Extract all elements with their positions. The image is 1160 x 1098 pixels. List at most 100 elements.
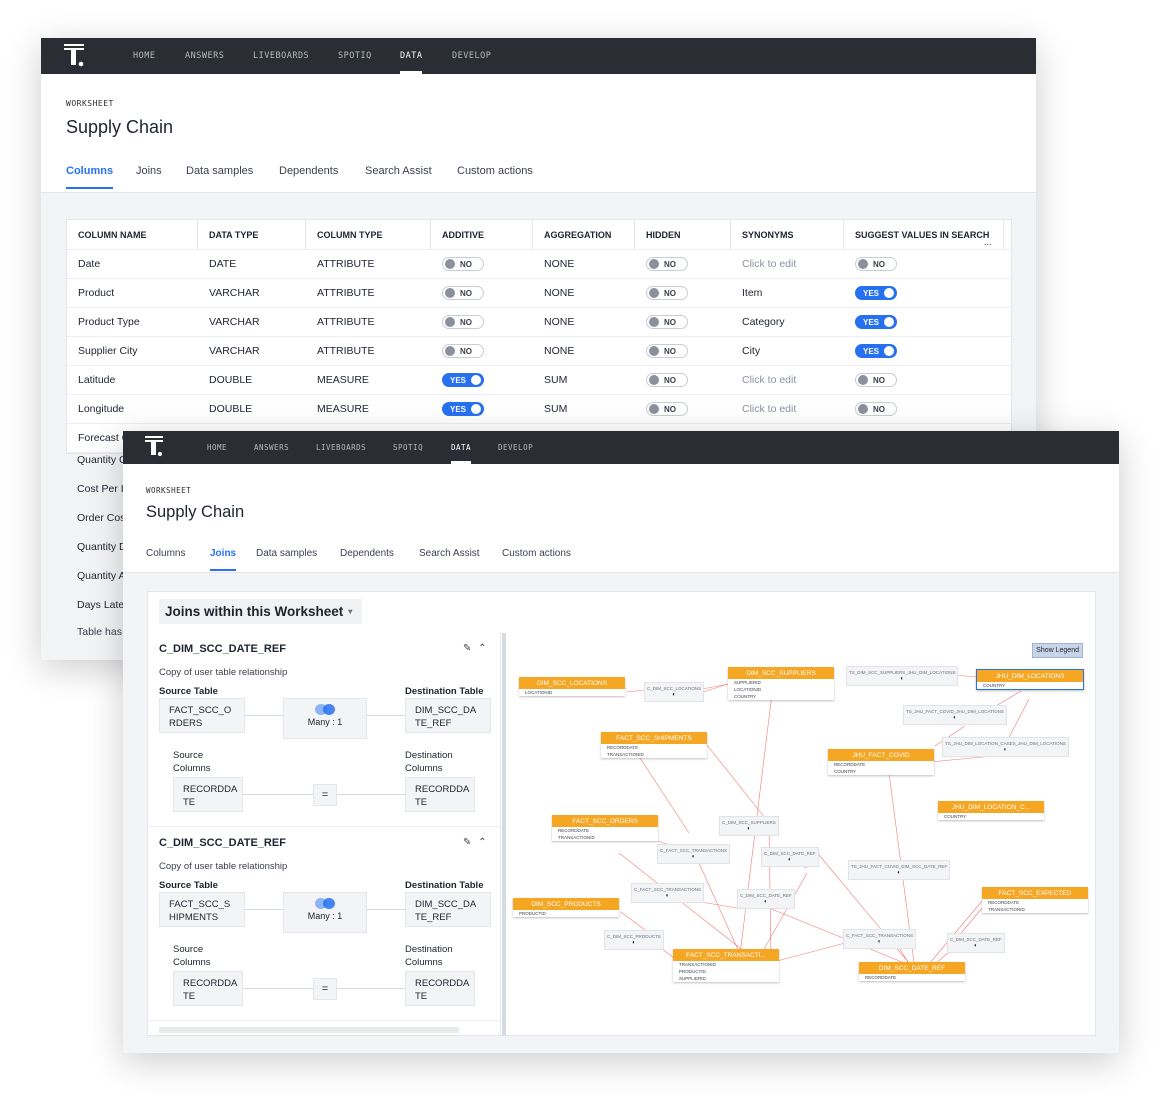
tab-joins[interactable]: Joins xyxy=(210,548,237,571)
chevron-up-icon[interactable]: ⌃ xyxy=(478,643,487,654)
toggle-label: YES xyxy=(450,404,467,414)
nav-spotiq[interactable]: SPOTIQ xyxy=(338,51,372,61)
show-legend-button[interactable]: Show Legend xyxy=(1032,643,1083,658)
toggle-switch[interactable]: NO xyxy=(646,373,688,387)
app-logo-icon[interactable] xyxy=(145,436,165,458)
join-name: C_DIM_SCC_DATE_REF xyxy=(159,837,286,849)
header-suggest-values[interactable]: SUGGEST VALUES IN SEARCH xyxy=(844,220,1004,249)
toggle-switch[interactable]: NO xyxy=(646,315,688,329)
nav-develop[interactable]: DEVELOP xyxy=(452,51,492,61)
app-logo-icon[interactable] xyxy=(64,44,86,67)
graph-join-node[interactable]: C_DIM_SCC_LOCATIONS ◐ xyxy=(644,682,705,702)
toggle-switch[interactable]: YES xyxy=(442,373,484,387)
cell-synonyms[interactable]: Item xyxy=(742,287,763,299)
header-column-name[interactable]: COLUMN NAME xyxy=(67,220,198,249)
toggle-switch[interactable]: NO xyxy=(646,402,688,416)
relationship-box[interactable]: Many : 1 xyxy=(283,892,367,933)
nav-liveboards[interactable]: LIVEBOARDS xyxy=(316,443,367,452)
graph-join-node[interactable]: C_FACT_SCC_TRANSACTIONS ◐ xyxy=(631,883,705,903)
cell-synonyms[interactable]: Click to edit xyxy=(742,403,797,415)
graph-table-node[interactable]: DIM_SCC_LOCATIONS LOCATIONID xyxy=(519,677,625,696)
graph-table-node[interactable]: FACT_SCC_SHIPMENTS RECORDDATE TRANSACTIONI… xyxy=(601,732,707,758)
cell-synonyms[interactable]: Category xyxy=(742,316,785,328)
graph-join-node[interactable]: TS_JHU_DIM_LOCATION_CASES_JHU_DIM_LOCATI… xyxy=(942,737,1069,757)
toggle-switch[interactable]: NO xyxy=(442,286,484,300)
tab-joins[interactable]: Joins xyxy=(136,165,162,177)
cell-synonyms[interactable]: Click to edit xyxy=(742,258,797,270)
header-column-type[interactable]: COLUMN TYPE xyxy=(306,220,431,249)
toggle-knob xyxy=(649,288,659,298)
toggle-switch[interactable]: NO xyxy=(855,402,897,416)
graph-table-node[interactable]: DIM_SCC_DATE_REF RECORDDATE xyxy=(859,962,965,981)
toggle-switch[interactable]: YES xyxy=(855,344,897,358)
tab-columns[interactable]: Columns xyxy=(66,165,114,189)
cell-synonyms[interactable]: City xyxy=(742,345,761,357)
graph-join-node[interactable]: C_DIM_SCC_DATE_REF ◐ xyxy=(737,889,795,909)
header-aggregation[interactable]: AGGREGATION xyxy=(533,220,635,249)
relationship-box[interactable]: Many : 1 xyxy=(283,698,367,739)
tab-search-assist[interactable]: Search Assist xyxy=(365,165,432,177)
graph-table-node[interactable]: JHU_DIM_LOCATIONS COUNTRY xyxy=(976,669,1084,690)
nav-spotiq[interactable]: SPOTIQ xyxy=(393,443,424,452)
toggle-switch[interactable]: YES xyxy=(855,286,897,300)
toggle-switch[interactable]: NO xyxy=(646,257,688,271)
graph-table-node[interactable]: FACT_SCC_EXPECTED RECORDDATE TRANSACTIONID xyxy=(982,887,1088,913)
graph-join-node[interactable]: TS_DIM_SCC_SUPPLIERS_JHU_DIM_LOCATIONS ◐ xyxy=(846,666,959,686)
graph-table-node[interactable]: JHU_DIM_LOCATION_C... COUNTRY xyxy=(938,801,1044,820)
operator-box[interactable]: = xyxy=(313,978,337,1000)
toggle-switch[interactable]: NO xyxy=(442,344,484,358)
toggle-switch[interactable]: NO xyxy=(442,257,484,271)
tab-custom-actions[interactable]: Custom actions xyxy=(457,165,533,177)
node-title: JHU_DIM_LOCATIONS xyxy=(977,670,1083,682)
graph-table-node[interactable]: DIM_SCC_SUPPLIERS SUPPLIERID LOCATIONID COU… xyxy=(728,667,834,700)
toggle-switch[interactable]: NO xyxy=(855,257,897,271)
operator-box[interactable]: = xyxy=(313,784,337,806)
graph-table-node[interactable]: DIM_SCC_PRODUCTS PRODUCTID xyxy=(513,898,619,917)
nav-answers[interactable]: ANSWERS xyxy=(254,443,290,452)
edit-icon[interactable]: ✎ xyxy=(463,643,472,654)
joins-header[interactable]: Joins within this Worksheet ▾ xyxy=(159,599,363,624)
header-more[interactable]: ... xyxy=(984,237,992,247)
graph-table-node[interactable]: JHU_FACT_COVID RECORDDATE COUNTRY xyxy=(828,749,934,775)
tab-columns[interactable]: Columns xyxy=(146,548,186,559)
graph-table-node[interactable]: FACT_SCC_ORDERS RECORDDATE TRANSACTIONID xyxy=(552,815,658,841)
graph-table-node[interactable]: FACT_SCC_TRANSACTI... TRANSACTIONID PRODUC… xyxy=(673,949,779,982)
graph-join-node[interactable]: C_FACT_SCC_TRANSACTIONS ◐ xyxy=(657,844,731,864)
nav-liveboards[interactable]: LIVEBOARDS xyxy=(253,51,310,61)
toggle-switch[interactable]: NO xyxy=(855,373,897,387)
chevron-up-icon[interactable]: ⌃ xyxy=(478,837,487,848)
header-data-type[interactable]: DATA TYPE xyxy=(198,220,306,249)
graph-join-node[interactable]: C_DIM_SCC_DATE_REF ◐ xyxy=(761,847,819,867)
nav-home[interactable]: HOME xyxy=(207,443,228,452)
node-column: RECORDDATE xyxy=(988,900,1020,905)
edit-icon[interactable]: ✎ xyxy=(463,837,472,848)
toggle-switch[interactable]: NO xyxy=(442,315,484,329)
graph-join-node[interactable]: C_DIM_SCC_DATE_REF ◐ xyxy=(947,933,1005,953)
header-additive[interactable]: ADDITIVE xyxy=(431,220,533,249)
tab-dependents[interactable]: Dependents xyxy=(279,165,339,177)
toggle-switch[interactable]: NO xyxy=(646,344,688,358)
graph-join-node[interactable]: TS_JHU_FACT_COVID_JHU_DIM_LOCATIONS ◐ xyxy=(903,705,1007,725)
tab-custom-actions[interactable]: Custom actions xyxy=(502,548,571,559)
header-hidden[interactable]: HIDDEN xyxy=(635,220,731,249)
tab-data-samples[interactable]: Data samples xyxy=(186,165,254,177)
nav-answers[interactable]: ANSWERS xyxy=(185,51,225,61)
cell-synonyms[interactable]: Click to edit xyxy=(742,374,797,386)
join-list-scrollbar[interactable] xyxy=(502,633,506,1035)
nav-home[interactable]: HOME xyxy=(133,51,156,61)
nav-data[interactable]: DATA xyxy=(451,431,472,464)
graph-join-node[interactable]: C_FACT_SCC_TRANSACTIONS ◐ xyxy=(843,929,917,949)
graph-join-node[interactable]: C_DIM_SCC_PRODUCTS ◐ xyxy=(604,930,664,950)
join-graph[interactable]: Show Legend DIM_SCC_LOCATIONS LOCATIONID D… xyxy=(509,633,1095,1035)
graph-join-node[interactable]: C_DIM_SCC_SUPPLIERS ◐ xyxy=(719,816,779,836)
tab-dependents[interactable]: Dependents xyxy=(340,548,394,559)
toggle-switch[interactable]: YES xyxy=(855,315,897,329)
toggle-switch[interactable]: YES xyxy=(442,402,484,416)
tab-data-samples[interactable]: Data samples xyxy=(256,548,318,559)
nav-data[interactable]: DATA xyxy=(400,38,423,74)
header-synonyms[interactable]: SYNONYMS xyxy=(731,220,844,249)
toggle-switch[interactable]: NO xyxy=(646,286,688,300)
tab-search-assist[interactable]: Search Assist xyxy=(419,548,480,559)
graph-join-node[interactable]: TS_JHU_FACT_COVID_DIM_SCC_DATE_REF ◐ xyxy=(848,860,951,880)
nav-develop[interactable]: DEVELOP xyxy=(498,443,534,452)
